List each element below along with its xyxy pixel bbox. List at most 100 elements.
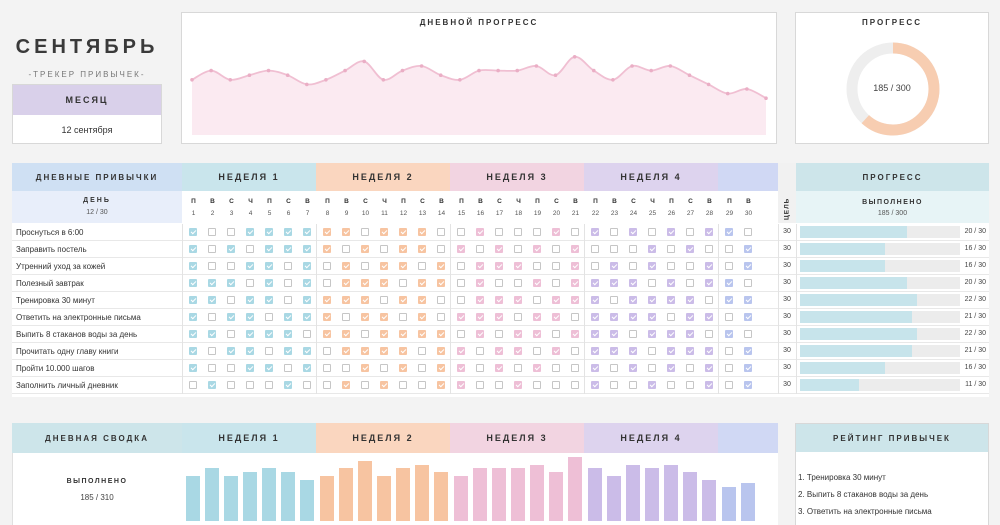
habit-checkbox[interactable] <box>552 381 560 389</box>
habit-checkbox[interactable] <box>514 347 522 355</box>
habit-checkbox[interactable] <box>399 364 407 372</box>
habit-checkbox[interactable] <box>686 228 694 236</box>
habit-checkbox[interactable] <box>667 330 675 338</box>
habit-checkbox[interactable] <box>189 262 197 270</box>
habit-checkbox[interactable] <box>667 245 675 253</box>
habit-checkbox[interactable] <box>725 313 733 321</box>
habit-checkbox[interactable] <box>399 296 407 304</box>
habit-checkbox[interactable] <box>610 381 618 389</box>
habit-checkbox[interactable] <box>265 296 273 304</box>
habit-checkbox[interactable] <box>514 245 522 253</box>
habit-checkbox[interactable] <box>284 330 292 338</box>
habit-checkbox[interactable] <box>227 381 235 389</box>
habit-checkbox[interactable] <box>552 313 560 321</box>
habit-checkbox[interactable] <box>495 330 503 338</box>
habit-checkbox[interactable] <box>361 262 369 270</box>
habit-checkbox[interactable] <box>648 228 656 236</box>
habit-checkbox[interactable] <box>648 313 656 321</box>
habit-checkbox[interactable] <box>303 262 311 270</box>
habit-checkbox[interactable] <box>744 262 752 270</box>
habit-checkbox[interactable] <box>533 347 541 355</box>
habit-checkbox[interactable] <box>667 364 675 372</box>
habit-checkbox[interactable] <box>514 330 522 338</box>
habit-checkbox[interactable] <box>457 330 465 338</box>
habit-checkbox[interactable] <box>629 228 637 236</box>
habit-checkbox[interactable] <box>189 381 197 389</box>
habit-checkbox[interactable] <box>744 245 752 253</box>
habit-checkbox[interactable] <box>533 228 541 236</box>
month-selector[interactable]: МЕСЯЦ 12 сентября <box>12 84 162 144</box>
habit-checkbox[interactable] <box>648 381 656 389</box>
habit-checkbox[interactable] <box>457 381 465 389</box>
habit-checkbox[interactable] <box>284 381 292 389</box>
habit-checkbox[interactable] <box>648 347 656 355</box>
habit-checkbox[interactable] <box>437 330 445 338</box>
habit-checkbox[interactable] <box>342 245 350 253</box>
habit-checkbox[interactable] <box>418 313 426 321</box>
habit-checkbox[interactable] <box>284 296 292 304</box>
habit-checkbox[interactable] <box>667 296 675 304</box>
habit-checkbox[interactable] <box>667 347 675 355</box>
habit-checkbox[interactable] <box>418 279 426 287</box>
habit-checkbox[interactable] <box>514 262 522 270</box>
habit-checkbox[interactable] <box>533 262 541 270</box>
habit-checkbox[interactable] <box>514 381 522 389</box>
habit-checkbox[interactable] <box>667 313 675 321</box>
habit-checkbox[interactable] <box>648 296 656 304</box>
habit-checkbox[interactable] <box>265 228 273 236</box>
habit-checkbox[interactable] <box>227 279 235 287</box>
habit-checkbox[interactable] <box>667 262 675 270</box>
habit-checkbox[interactable] <box>476 245 484 253</box>
habit-checkbox[interactable] <box>610 262 618 270</box>
habit-checkbox[interactable] <box>476 347 484 355</box>
habit-checkbox[interactable] <box>265 313 273 321</box>
habit-checkbox[interactable] <box>265 364 273 372</box>
habit-checkbox[interactable] <box>744 296 752 304</box>
habit-checkbox[interactable] <box>342 313 350 321</box>
habit-checkbox[interactable] <box>342 381 350 389</box>
habit-checkbox[interactable] <box>610 245 618 253</box>
habit-checkbox[interactable] <box>399 228 407 236</box>
habit-checkbox[interactable] <box>591 313 599 321</box>
habit-checkbox[interactable] <box>495 262 503 270</box>
habit-checkbox[interactable] <box>495 364 503 372</box>
habit-checkbox[interactable] <box>246 245 254 253</box>
habit-checkbox[interactable] <box>323 347 331 355</box>
habit-name[interactable]: Заправить постель <box>16 245 87 254</box>
habit-checkbox[interactable] <box>265 347 273 355</box>
habit-checkbox[interactable] <box>361 330 369 338</box>
habit-checkbox[interactable] <box>380 313 388 321</box>
habit-checkbox[interactable] <box>610 313 618 321</box>
habit-checkbox[interactable] <box>303 228 311 236</box>
habit-checkbox[interactable] <box>323 364 331 372</box>
habit-checkbox[interactable] <box>380 347 388 355</box>
habit-name[interactable]: Полезный завтрак <box>16 279 84 288</box>
habit-checkbox[interactable] <box>495 313 503 321</box>
habit-name[interactable]: Проснуться в 6:00 <box>16 228 84 237</box>
habit-checkbox[interactable] <box>246 364 254 372</box>
habit-checkbox[interactable] <box>399 347 407 355</box>
habit-checkbox[interactable] <box>552 330 560 338</box>
habit-checkbox[interactable] <box>208 313 216 321</box>
habit-checkbox[interactable] <box>323 296 331 304</box>
habit-checkbox[interactable] <box>399 330 407 338</box>
habit-checkbox[interactable] <box>246 330 254 338</box>
habit-checkbox[interactable] <box>552 228 560 236</box>
habit-checkbox[interactable] <box>437 228 445 236</box>
habit-checkbox[interactable] <box>476 228 484 236</box>
habit-checkbox[interactable] <box>514 296 522 304</box>
habit-checkbox[interactable] <box>380 262 388 270</box>
habit-checkbox[interactable] <box>246 228 254 236</box>
habit-checkbox[interactable] <box>361 364 369 372</box>
habit-checkbox[interactable] <box>227 296 235 304</box>
habit-checkbox[interactable] <box>361 245 369 253</box>
habit-checkbox[interactable] <box>552 245 560 253</box>
habit-checkbox[interactable] <box>610 347 618 355</box>
habit-checkbox[interactable] <box>323 330 331 338</box>
habit-checkbox[interactable] <box>342 347 350 355</box>
habit-checkbox[interactable] <box>629 364 637 372</box>
habit-checkbox[interactable] <box>686 364 694 372</box>
habit-checkbox[interactable] <box>591 364 599 372</box>
habit-checkbox[interactable] <box>514 228 522 236</box>
habit-checkbox[interactable] <box>208 228 216 236</box>
